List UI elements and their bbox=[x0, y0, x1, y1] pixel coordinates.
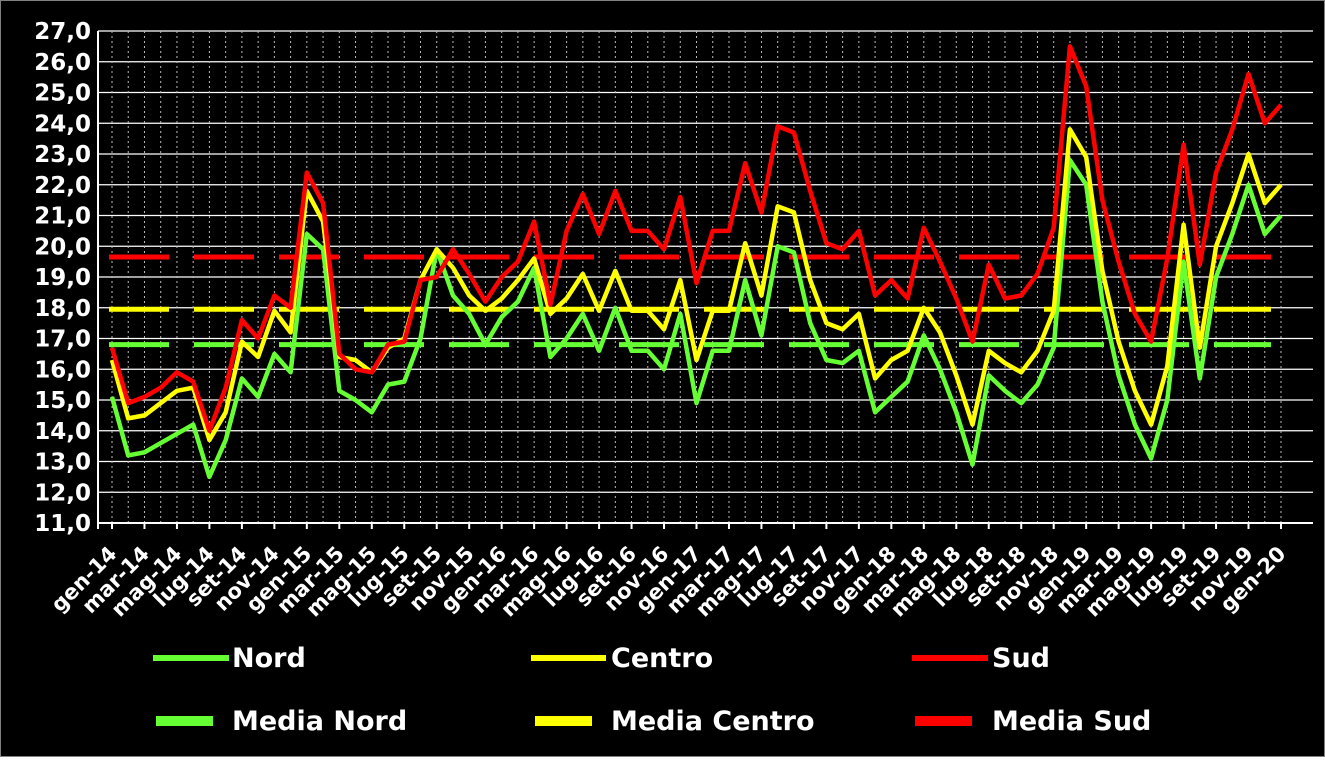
y-tick-label: 14,0 bbox=[34, 419, 91, 445]
y-tick-label: 24,0 bbox=[34, 111, 91, 137]
legend: Nord Centro Sud Media Nord Media Centro … bbox=[153, 643, 1151, 737]
y-tick-label: 26,0 bbox=[34, 50, 91, 76]
y-tick-label: 17,0 bbox=[34, 327, 91, 353]
y-tick-label: 11,0 bbox=[34, 511, 91, 537]
y-tick-label: 19,0 bbox=[34, 265, 91, 291]
series-lines bbox=[109, 44, 1283, 480]
legend-item-media-nord: Media Nord bbox=[156, 706, 407, 737]
y-tick-label: 21,0 bbox=[34, 204, 91, 230]
y-tick-label: 13,0 bbox=[34, 450, 91, 476]
y-axis-ticks: 11,0 12,0 13,0 14,0 15,0 16,0 17,0 18,0 19,0 20,0… bbox=[34, 19, 91, 537]
legend-item-media-sud: Media Sud bbox=[915, 706, 1151, 737]
legend-label-centro: Centro bbox=[611, 643, 713, 674]
y-tick-label: 16,0 bbox=[34, 357, 91, 383]
legend-label-media-centro: Media Centro bbox=[611, 706, 815, 737]
legend-label-media-sud: Media Sud bbox=[992, 706, 1151, 737]
y-tick-label: 27,0 bbox=[34, 19, 91, 45]
y-tick-label: 25,0 bbox=[34, 81, 91, 107]
y-tick-label: 15,0 bbox=[34, 388, 91, 414]
x-axis-ticks: gen-14mar-14mag-14lug-14set-14nov-14gen-… bbox=[46, 523, 1291, 621]
y-tick-label: 22,0 bbox=[34, 173, 91, 199]
series-line-sud bbox=[109, 44, 1283, 434]
y-tick-label: 18,0 bbox=[34, 296, 91, 322]
legend-label-nord: Nord bbox=[232, 643, 306, 674]
legend-item-centro: Centro bbox=[531, 643, 713, 674]
legend-item-sud: Sud bbox=[912, 643, 1050, 674]
y-tick-label: 23,0 bbox=[34, 142, 91, 168]
legend-item-nord: Nord bbox=[153, 643, 306, 674]
legend-label-media-nord: Media Nord bbox=[232, 706, 407, 737]
y-tick-label: 20,0 bbox=[34, 234, 91, 260]
grid bbox=[98, 30, 1313, 524]
legend-item-media-centro: Media Centro bbox=[535, 706, 815, 737]
series-line-nord bbox=[109, 157, 1283, 480]
legend-label-sud: Sud bbox=[992, 643, 1050, 674]
y-tick-label: 12,0 bbox=[34, 480, 91, 506]
axes bbox=[97, 31, 1313, 529]
